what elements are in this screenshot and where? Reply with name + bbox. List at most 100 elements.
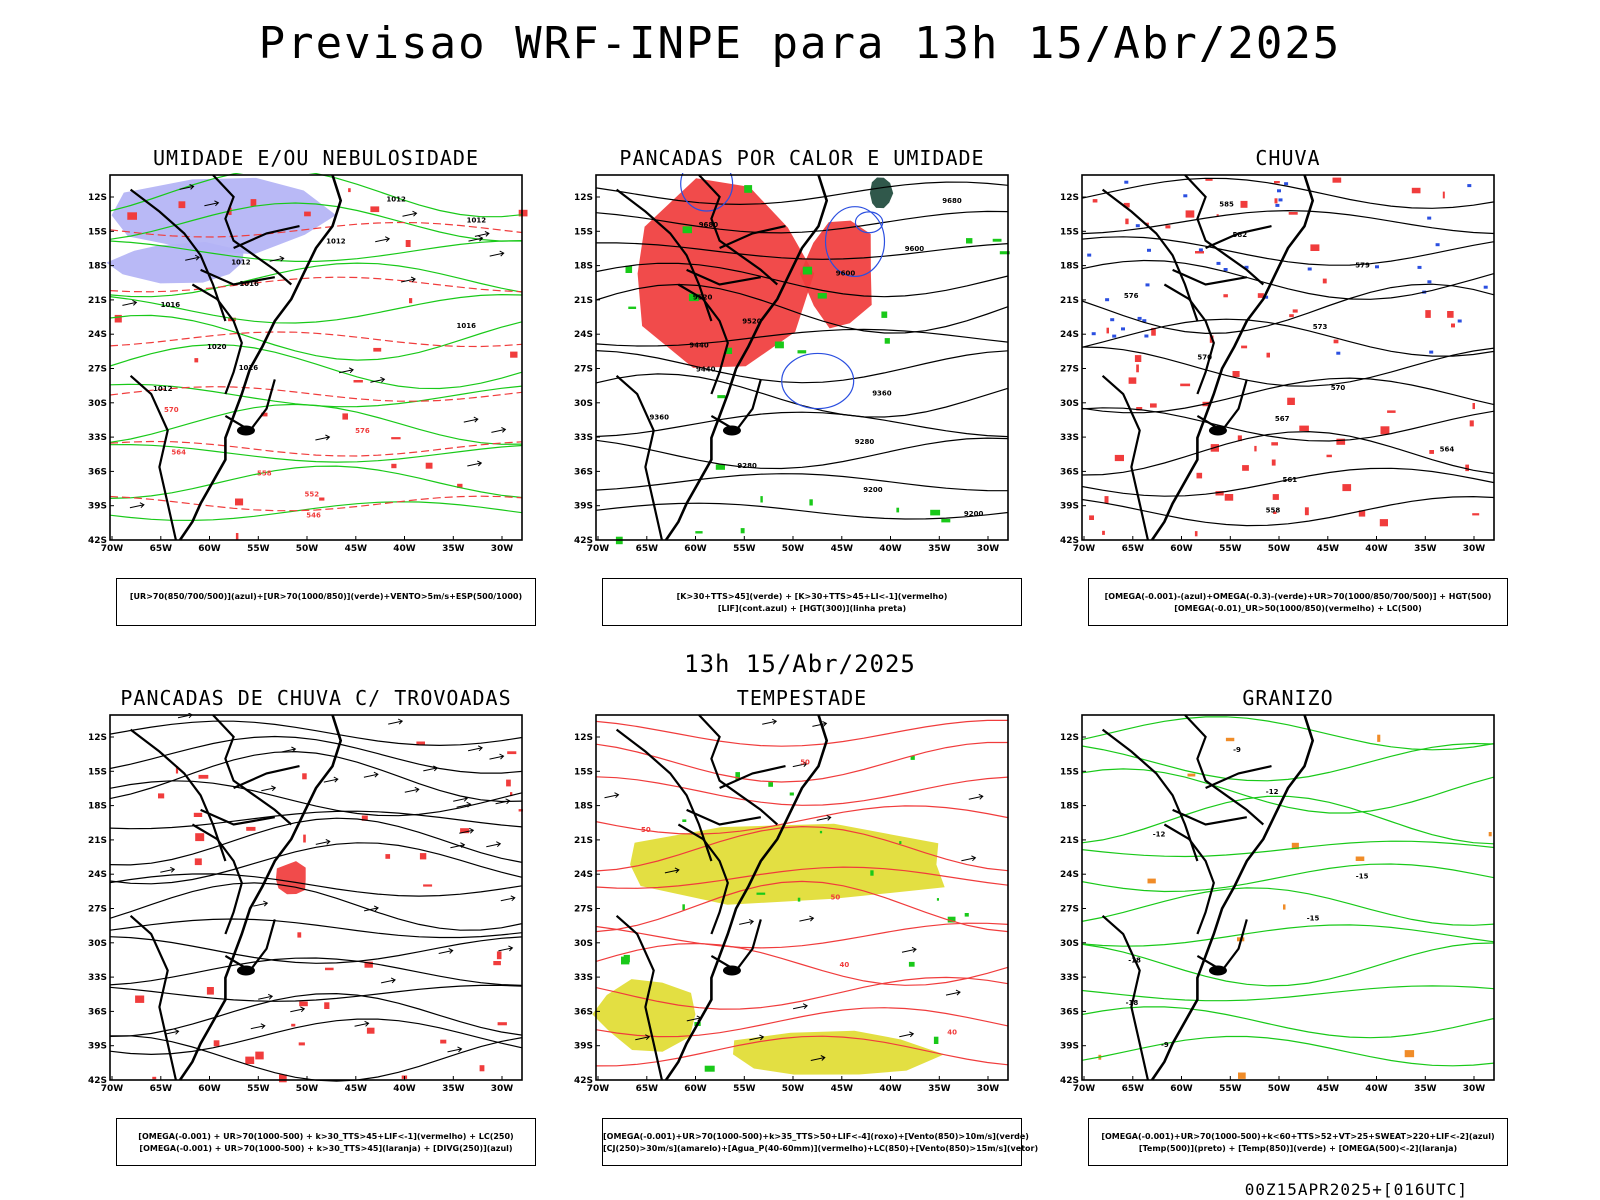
legend-line: [OMEGA(-0.001) + UR>70(1000-500) + k>30_… — [139, 1144, 513, 1153]
thickness-line — [109, 221, 523, 238]
map-frame — [595, 714, 1009, 1081]
latitude-label: 33S — [574, 433, 593, 443]
map-frame — [109, 714, 523, 1081]
contour-label: 582 — [1233, 231, 1248, 239]
wind-arrow — [604, 792, 620, 799]
precip-cell — [1332, 177, 1342, 183]
contour-line — [1081, 985, 1495, 1002]
lif-contour — [680, 173, 734, 212]
precip-cell — [298, 1042, 305, 1046]
map-svg: -9 -12 -12 -15 -15 -18 -18 -9 12S 15S 18S 21S 24S 27S… — [1060, 714, 1495, 1094]
precip-cell — [809, 499, 813, 506]
contour-label: 50 — [800, 759, 810, 767]
latitude-label: 39S — [88, 1042, 107, 1052]
contour-line — [109, 173, 523, 218]
thickness-line — [109, 386, 523, 402]
precip-cell — [198, 774, 209, 779]
contour-line — [109, 720, 523, 747]
wind-arrow — [400, 276, 416, 283]
country-border — [224, 379, 276, 432]
precip-cell — [299, 1001, 308, 1007]
contour-line — [1081, 795, 1495, 845]
precip-cell — [1289, 314, 1294, 318]
precip-cell — [1291, 842, 1299, 850]
wind-arrow — [495, 798, 511, 805]
latitude-label: 30S — [88, 399, 107, 409]
contour-label: 9200 — [863, 486, 883, 494]
wind-arrow — [459, 827, 475, 834]
contour-label: -12 — [1266, 788, 1279, 796]
map-layer: 1012 1012 1012 1012 1016 1016 1016 1020 1016 1012… — [106, 173, 528, 541]
longitude-label: 35W — [1414, 1084, 1437, 1094]
country-border — [224, 919, 276, 972]
precip-cell — [1125, 218, 1129, 225]
map-layer: 9680 9680 9600 9600 9520 9520 9440 9440 9360 9360… — [595, 173, 1010, 545]
longitude-label: 35W — [442, 1084, 465, 1094]
map-layer: 585 582 579 576 573 570 570 567 564 561 558 — [1081, 174, 1495, 541]
precip-cell — [682, 226, 692, 234]
map-svg: 585 582 579 576 573 570 570 567 564 561 558 12S 15S 1… — [1060, 174, 1495, 554]
contour-line — [595, 437, 1009, 470]
contour-label: 573 — [1313, 323, 1328, 331]
contour-line — [109, 443, 523, 463]
contour-line — [595, 210, 1009, 234]
latitude-label: 30S — [1060, 939, 1079, 949]
shaded-area — [733, 1030, 945, 1075]
contour-line — [109, 882, 523, 931]
contour-label: 564 — [1440, 445, 1455, 453]
precip-cell — [1417, 265, 1422, 269]
panel-title: UMIDADE E/OU NEBULOSIDADE — [152, 146, 480, 170]
contour-label: -18 — [1128, 957, 1141, 965]
coastline — [178, 714, 343, 1081]
longitude-label: 50W — [296, 1084, 319, 1094]
latitude-label: 15S — [574, 767, 593, 777]
latitude-label: 33S — [1060, 433, 1079, 443]
wind-arrow — [816, 814, 832, 821]
contour-line — [109, 873, 523, 897]
latitude-label: 27S — [1060, 365, 1079, 375]
longitude-label: 30W — [1463, 544, 1486, 554]
contour-label: 9280 — [855, 438, 875, 446]
precip-cell — [682, 904, 685, 911]
longitude-label: 40W — [393, 1084, 416, 1094]
precip-cell — [1442, 191, 1445, 199]
precip-cell — [682, 819, 687, 822]
precip-cell — [193, 812, 203, 817]
precip-cell — [178, 201, 186, 209]
run-identifier: 00Z15APR2025+[016UTC] — [1244, 1180, 1468, 1199]
legend-line: [LIF](cont.azul) + [HGT(300)](linha pret… — [717, 604, 907, 613]
precip-cell — [1135, 224, 1140, 228]
contour-line — [595, 805, 1009, 835]
contour-label: -18 — [1126, 999, 1139, 1007]
precip-cell — [1147, 878, 1156, 884]
legend-line: [OMEGA(-0.01)_UR>50(1000/850)(vermelho) … — [1174, 604, 1422, 613]
precip-cell — [1358, 510, 1366, 517]
precip-cell — [1307, 267, 1312, 271]
country-border — [615, 188, 713, 322]
contour-label: 1012 — [153, 385, 173, 393]
latitude-label: 42S — [574, 1076, 593, 1086]
precip-cell — [1310, 244, 1320, 251]
contour-line — [109, 918, 523, 939]
longitude-label: 55W — [247, 544, 270, 554]
precip-cell — [1447, 311, 1454, 318]
latitude-label: 27S — [88, 365, 107, 375]
contour-label: 576 — [355, 427, 370, 435]
precip-cell — [1273, 511, 1277, 514]
contour-label: 1020 — [207, 343, 227, 351]
wind-arrow — [498, 945, 514, 952]
country-border — [1196, 379, 1248, 432]
wind-arrow — [899, 1031, 915, 1038]
longitude-label: 70W — [1073, 544, 1096, 554]
wind-arrow — [261, 785, 277, 792]
longitude-label: 55W — [247, 1084, 270, 1094]
country-border — [1172, 808, 1247, 826]
lif-contour — [824, 206, 886, 277]
contour-label: 9520 — [693, 293, 713, 301]
wind-arrow — [160, 866, 176, 873]
country-border — [615, 374, 663, 541]
contour-line — [1081, 318, 1495, 357]
contour-line — [109, 501, 523, 522]
precip-cell — [518, 209, 528, 217]
shaded-area — [630, 823, 945, 905]
